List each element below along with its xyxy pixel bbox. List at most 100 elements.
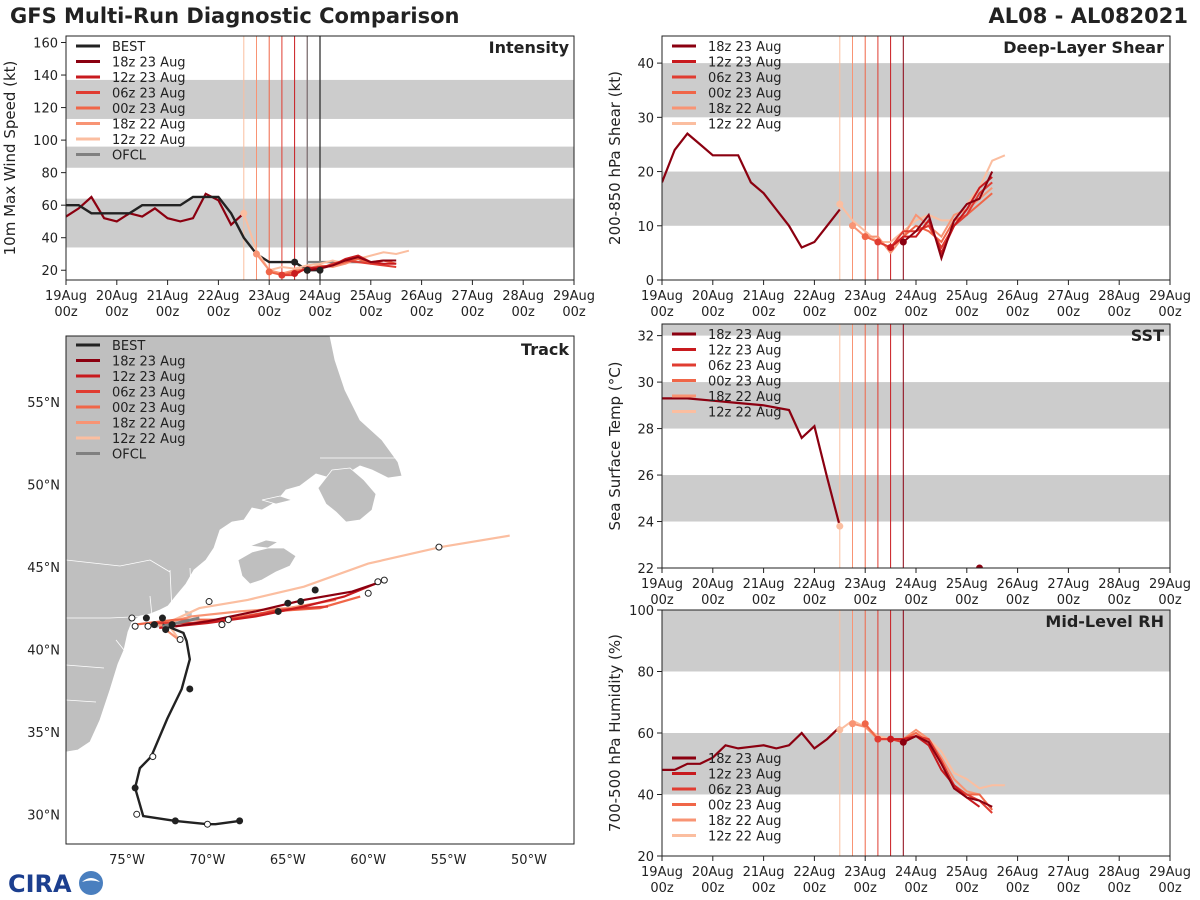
rh-x-tick-label: 23Aug	[844, 865, 886, 880]
shear-x-tick-label: 23Aug	[844, 289, 886, 304]
sst-x-tick-label: 20Aug	[692, 577, 734, 592]
rh-x-tick-hour: 00z	[904, 881, 928, 896]
intensity-series	[66, 192, 410, 279]
track-halfday-point	[176, 635, 184, 643]
intensity-y-tick-label: 120	[33, 102, 58, 117]
rh-legend-label: 18z 23 Aug	[708, 752, 782, 767]
rh-init-point-06z-23-aug	[874, 735, 882, 743]
track-lat-label: 30°N	[27, 808, 60, 823]
anticosti-island	[261, 495, 294, 505]
track-title: Track	[521, 340, 569, 359]
track-lon-label: 70°W	[190, 853, 226, 868]
shear-init-point-18z-23-aug	[899, 238, 907, 246]
shear-x-tick-hour: 00z	[701, 305, 725, 320]
rh-init-point-12z-22-aug	[836, 726, 844, 734]
sst-y-label: Sea Surface Temp (°C)	[606, 361, 624, 530]
intensity-init-point-18z-22-aug	[253, 250, 260, 258]
shear-series-12z-23-aug	[889, 176, 993, 256]
intensity-x-tick-hour: 00z	[359, 305, 383, 320]
rh-bands	[662, 610, 1170, 795]
intensity-init-point-12z-22-aug	[240, 209, 248, 217]
cira-logo-text: CIRA	[8, 870, 72, 898]
intensity-x-tick-label: 25Aug	[350, 289, 392, 304]
intensity-run-init-lines	[243, 36, 321, 280]
sst-x-tick-hour: 00z	[1108, 593, 1132, 608]
shear-x-tick-hour: 00z	[752, 305, 776, 320]
track-lat-label: 55°N	[27, 396, 60, 411]
track-day-point	[168, 621, 176, 629]
shear-band-0	[662, 171, 1170, 226]
intensity-best-point	[291, 258, 299, 266]
intensity-init-point-12z-23-aug	[291, 269, 299, 277]
track-halfday-point	[374, 578, 382, 586]
sst-x-tick-hour: 00z	[1158, 593, 1182, 608]
intensity-x-tick-hour: 00z	[562, 305, 586, 320]
shear-x-tick-label: 25Aug	[946, 289, 988, 304]
intensity-x-tick-label: 24Aug	[299, 289, 341, 304]
intensity-x-tick-hour: 00z	[512, 305, 536, 320]
shear-x-tick-hour: 00z	[1158, 305, 1182, 320]
track-legend-label: OFCL	[112, 448, 147, 463]
rh-title: Mid-Level RH	[1045, 612, 1164, 631]
sst-series	[662, 397, 983, 568]
intensity-x-tick-label: 19Aug	[45, 289, 87, 304]
sst-history-line	[662, 397, 841, 527]
intensity-legend-label: 06z 23 Aug	[112, 87, 186, 102]
sst-y-tick-label: 28	[637, 423, 654, 438]
rh-x-tick-label: 19Aug	[641, 865, 683, 880]
track-lon-label: 60°W	[350, 853, 386, 868]
intensity-series-12z-23-aug	[294, 254, 397, 275]
intensity-y-tick-label: 140	[33, 69, 58, 84]
track-best-open-point	[149, 753, 157, 761]
shear-bands	[662, 63, 1170, 226]
track-lon-label: 50°W	[511, 853, 547, 868]
shear-init-point-12z-23-aug	[887, 243, 895, 251]
sst-x-tick-label: 22Aug	[793, 577, 835, 592]
track-lat-label: 35°N	[27, 726, 60, 741]
north-america-landmass	[66, 336, 403, 753]
shear-history-line	[662, 132, 841, 249]
track-halfday-point	[144, 622, 152, 630]
shear-band-1	[662, 63, 1170, 118]
sst-x-tick-hour: 00z	[752, 593, 776, 608]
rh-x-tick-hour: 00z	[650, 881, 674, 896]
intensity-x-tick-hour: 00z	[461, 305, 485, 320]
sst-x-tick-label: 25Aug	[946, 577, 988, 592]
shear-legend-label: 00z 23 Aug	[708, 87, 782, 102]
shear-x-tick-label: 24Aug	[895, 289, 937, 304]
rh-x-tick-hour: 00z	[752, 881, 776, 896]
track-day-point	[150, 621, 158, 629]
shear-series	[662, 132, 1006, 262]
rh-y-label: 700-500 hPa Humidity (%)	[606, 634, 624, 832]
track-halfday-point	[224, 616, 232, 624]
shear-x-tick-label: 26Aug	[997, 289, 1039, 304]
sst-x-tick-hour: 00z	[854, 593, 878, 608]
sst-x-tick-hour: 00z	[904, 593, 928, 608]
intensity-legend-label: 00z 23 Aug	[112, 102, 186, 117]
sst-x-tick-hour: 00z	[650, 593, 674, 608]
rh-x-tick-hour: 00z	[803, 881, 827, 896]
storm-id: AL08 - AL082021	[988, 4, 1189, 28]
track-best-point	[186, 685, 194, 693]
rh-legend-label: 12z 22 Aug	[708, 830, 782, 845]
shear-x-tick-label: 22Aug	[793, 289, 835, 304]
sst-title: SST	[1131, 326, 1164, 345]
intensity-x-tick-label: 26Aug	[401, 289, 443, 304]
track-x-axis: 75°W 70°W 65°W 60°W 55°W 50°W	[109, 853, 547, 868]
intensity-y-label: 10m Max Wind Speed (kt)	[1, 61, 19, 256]
intensity-y-tick-label: 20	[41, 264, 58, 279]
state-borders	[66, 457, 415, 703]
cira-logo-swirl	[82, 878, 100, 882]
track-y-axis: 30°N 35°N 40°N 45°N 50°N 55°N	[27, 396, 60, 823]
track-series	[128, 534, 510, 828]
sst-y-tick-label: 26	[637, 469, 654, 484]
shear-y-tick-label: 40	[637, 57, 654, 72]
track-series-18z-23-aug	[175, 580, 382, 628]
shear-series-18z-23-aug	[902, 171, 994, 262]
sst-x-tick-hour: 00z	[701, 593, 725, 608]
sst-x-tick-label: 19Aug	[641, 577, 683, 592]
